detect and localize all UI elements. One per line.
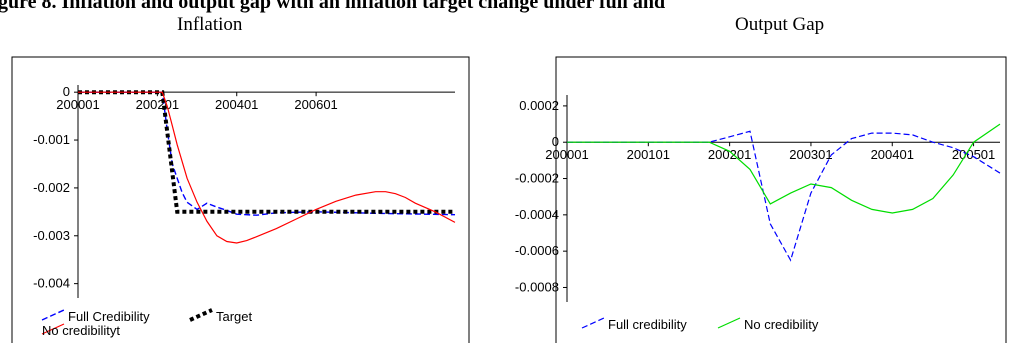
y-tick-label: -0.002 bbox=[33, 180, 70, 195]
legend-swatch bbox=[41, 323, 65, 335]
y-tick-label: 0 bbox=[552, 134, 559, 149]
x-tick-label: 200101 bbox=[627, 147, 670, 162]
y-tick-label: 0.0002 bbox=[519, 98, 559, 113]
x-tick-label: 200201 bbox=[708, 147, 751, 162]
y-tick-label: -0.0006 bbox=[515, 243, 559, 258]
x-tick-label: 200401 bbox=[871, 147, 914, 162]
y-tick-label: -0.0002 bbox=[515, 171, 559, 186]
legend-swatch bbox=[581, 317, 605, 329]
legend-swatch bbox=[41, 309, 65, 321]
x-tick-label: 200501 bbox=[952, 147, 995, 162]
legend-swatch bbox=[717, 317, 741, 329]
x-tick-label: 200001 bbox=[56, 97, 99, 112]
chart-frame bbox=[11, 56, 470, 343]
legend-label: No credibilityt bbox=[42, 323, 120, 338]
y-tick-label: -0.0008 bbox=[515, 279, 559, 294]
legend-label: Full credibility bbox=[608, 317, 687, 332]
chart-title-output-gap: Output Gap bbox=[735, 14, 825, 35]
series-line bbox=[78, 91, 456, 244]
x-tick-label: 200301 bbox=[789, 147, 832, 162]
legend-label: Target bbox=[216, 309, 253, 324]
chart-title-inflation: Inflation bbox=[177, 14, 243, 35]
figure-caption: gure 8. Inflation and output gap with an… bbox=[0, 0, 666, 13]
y-tick-label: -0.003 bbox=[33, 228, 70, 243]
x-tick-label: 200601 bbox=[294, 97, 337, 112]
y-tick-label: -0.001 bbox=[33, 132, 70, 147]
series-line bbox=[567, 130, 1001, 262]
legend-swatch bbox=[189, 308, 213, 322]
legend-label: No credibility bbox=[744, 317, 819, 332]
x-tick-label: 200001 bbox=[545, 147, 588, 162]
x-tick-label: 200201 bbox=[136, 97, 179, 112]
y-tick-label: -0.004 bbox=[33, 276, 70, 291]
x-tick-label: 200401 bbox=[215, 97, 258, 112]
series-line bbox=[78, 91, 456, 216]
series-line bbox=[567, 123, 1001, 214]
y-tick-label: -0.0004 bbox=[515, 207, 559, 222]
legend-label: Full Credibility bbox=[68, 309, 150, 324]
series-line bbox=[78, 90, 455, 214]
y-tick-label: 0 bbox=[63, 84, 70, 99]
chart-frame bbox=[555, 56, 1007, 343]
